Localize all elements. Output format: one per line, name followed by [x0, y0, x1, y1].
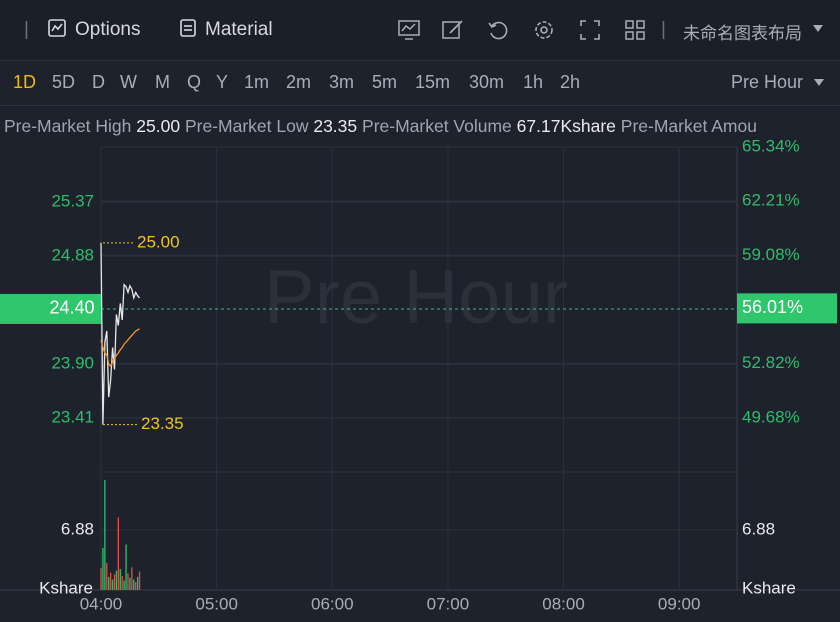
- timeframe[interactable]: 15m: [415, 72, 451, 92]
- separator: |: [24, 19, 29, 40]
- y2-tick-label: 52.82%: [742, 353, 800, 372]
- volume-bar: [138, 571, 141, 590]
- y-tick-label: 25.37: [51, 192, 94, 211]
- timeframe[interactable]: D: [92, 72, 105, 92]
- volume-bar: [102, 548, 104, 590]
- low-label: 23.35: [141, 414, 184, 433]
- volume-bar: [115, 570, 118, 590]
- high-label: 25.00: [137, 232, 180, 251]
- last-price: 24.40: [49, 298, 94, 318]
- draw-icon[interactable]: [441, 18, 465, 42]
- volume-bar: [136, 576, 139, 590]
- separator: |: [661, 19, 666, 40]
- timeframe[interactable]: 3m: [329, 72, 355, 92]
- volume-bar: [108, 576, 110, 590]
- volume-bar: [113, 574, 116, 590]
- info-label: Pre-Market High: [4, 116, 132, 136]
- price-line: [100, 242, 140, 425]
- reset-icon[interactable]: [486, 18, 510, 42]
- y2-tick-label: 65.34%: [742, 136, 800, 155]
- volume-tick-label: 6.88: [742, 519, 775, 538]
- options-button[interactable]: Options: [75, 19, 141, 40]
- x-tick-label: 04:00: [80, 594, 123, 613]
- timeframe[interactable]: M: [155, 72, 170, 92]
- volume-bar: [111, 579, 114, 590]
- volume-bar: [117, 517, 120, 590]
- info-label: Pre-Market Volume: [362, 116, 512, 136]
- indicator-icon[interactable]: [397, 18, 421, 42]
- material-button[interactable]: Material: [205, 19, 273, 40]
- y2-tick-label: 49.68%: [742, 407, 800, 426]
- fullscreen-icon[interactable]: [578, 18, 602, 42]
- volume-unit: Kshare: [39, 578, 93, 597]
- y2-tick-label: 62.21%: [742, 191, 800, 210]
- timeframe[interactable]: 5m: [372, 72, 398, 92]
- volume-bar: [104, 479, 106, 590]
- material-icon[interactable]: [178, 18, 198, 38]
- volume-bar: [127, 573, 129, 590]
- volume-bar: [106, 562, 108, 590]
- volume-unit: Kshare: [742, 578, 796, 597]
- timeframe[interactable]: W: [120, 72, 137, 92]
- volume-bar: [131, 567, 133, 590]
- info-bar: Pre-Market High 25.00 Pre-Market Low 23.…: [4, 116, 840, 137]
- volume-tick-label: 6.88: [61, 519, 94, 538]
- dropdown-arrow[interactable]: [812, 24, 824, 34]
- volume-bar: [133, 579, 135, 590]
- info-value: 25.00: [136, 116, 181, 136]
- y-tick-label: 23.90: [51, 354, 94, 373]
- last-pct: 56.01%: [742, 297, 803, 317]
- info-label: Pre-Market Amou: [620, 116, 757, 136]
- timeframe[interactable]: Q: [187, 72, 202, 92]
- x-tick-label: 08:00: [542, 594, 585, 613]
- timeframe[interactable]: 1h: [523, 72, 544, 92]
- timeframe-bar: Pre Hour 1D 5D D W M Q Y 1m 2m 3m 5m 15m 30m 1h 2h: [0, 61, 840, 106]
- settings-icon[interactable]: [532, 18, 556, 42]
- timeframe[interactable]: 2h: [560, 72, 581, 92]
- timeframe[interactable]: 1m: [244, 72, 270, 92]
- timeframe[interactable]: 5D: [52, 72, 76, 92]
- mode-select[interactable]: Pre Hour: [731, 72, 804, 92]
- x-tick-label: 09:00: [658, 594, 701, 613]
- options-icon[interactable]: [47, 18, 67, 38]
- layout-icon[interactable]: [623, 18, 647, 42]
- info-value: 67.17Kshare: [516, 116, 616, 136]
- volume-bar: [121, 576, 123, 590]
- timeframe[interactable]: Y: [216, 72, 229, 92]
- toolbar: | Options Material | 未命名图表布局: [0, 0, 840, 61]
- y-tick-label: 24.88: [51, 246, 94, 265]
- info-value: 23.35: [313, 116, 358, 136]
- timeframe[interactable]: 2m: [286, 72, 312, 92]
- volume-bar: [100, 568, 102, 590]
- volume-bar: [129, 577, 131, 590]
- info-label: Pre-Market Low: [184, 116, 309, 136]
- y-tick-label: 23.41: [51, 408, 94, 427]
- y2-tick-label: 59.08%: [742, 245, 800, 264]
- layout-name[interactable]: 未命名图表布局: [683, 24, 802, 43]
- watermark: Pre Hour: [264, 255, 568, 340]
- volume-bar: [125, 544, 127, 590]
- volume-bar: [109, 572, 112, 590]
- dropdown-arrow[interactable]: [813, 78, 825, 88]
- x-tick-label: 07:00: [427, 594, 470, 613]
- price-line: [100, 328, 140, 368]
- volume-bar: [119, 569, 121, 590]
- last-price-badge: [0, 293, 101, 324]
- timeframe[interactable]: 30m: [469, 72, 505, 92]
- x-tick-label: 06:00: [311, 594, 354, 613]
- volume-bar: [123, 580, 125, 590]
- x-tick-label: 05:00: [195, 594, 238, 613]
- plot-area: [101, 147, 737, 590]
- volume-bar: [135, 582, 137, 590]
- timeframe[interactable]: 1D: [13, 72, 37, 92]
- last-pct-badge: [737, 293, 837, 324]
